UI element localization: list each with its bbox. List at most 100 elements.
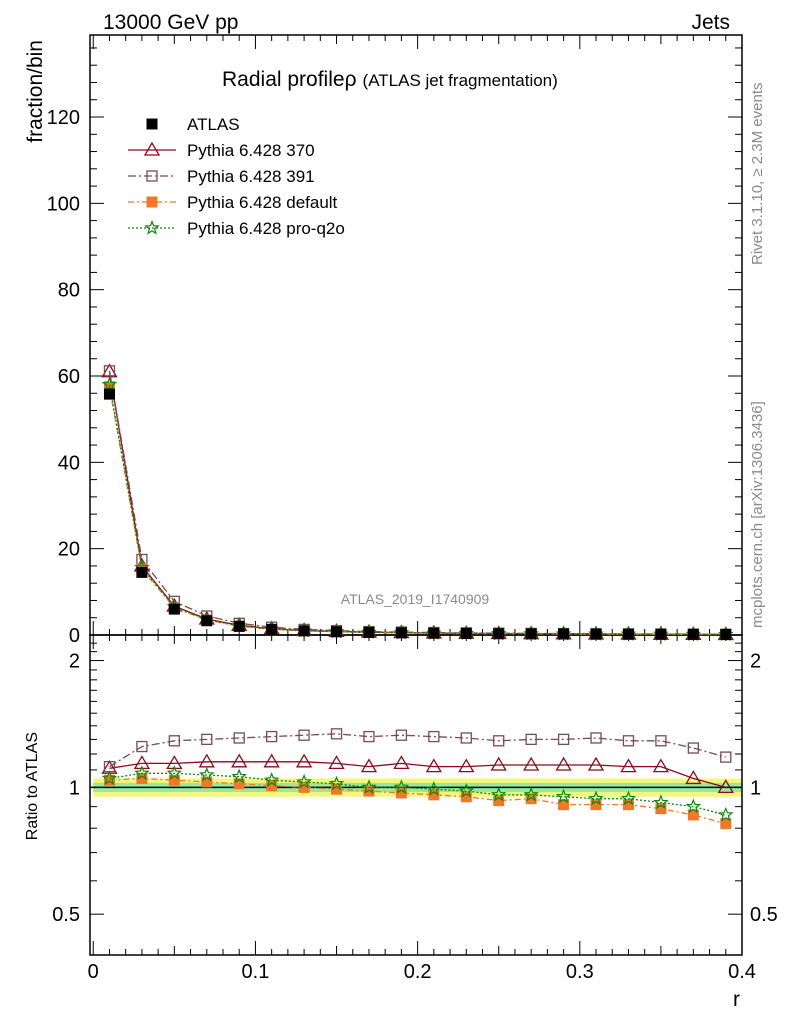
ratio-point xyxy=(360,758,378,773)
data-point xyxy=(622,628,634,640)
data-point xyxy=(136,566,148,578)
ratio-tick-label: 2 xyxy=(750,651,761,673)
ratio-point xyxy=(331,783,343,795)
ratio-point xyxy=(718,806,734,822)
legend: ATLAS Pythia 6.428 370 Pythia 6.428 391 Pyt… xyxy=(128,115,345,238)
legend-item: Pythia 6.428 370 xyxy=(128,141,315,160)
x-tick-label: 0.4 xyxy=(728,961,756,983)
ratio-point xyxy=(720,751,732,763)
y-tick-label: 60 xyxy=(58,366,80,388)
ratio-point xyxy=(653,794,669,810)
ratio-line xyxy=(109,772,726,816)
y-tick-label: 0 xyxy=(69,625,80,647)
ratio-point xyxy=(555,788,572,804)
ratio-point xyxy=(458,782,475,798)
ratio-point xyxy=(525,793,537,805)
ratio-point xyxy=(460,732,472,744)
ratio-point xyxy=(652,758,670,773)
ratio-point xyxy=(493,735,505,747)
ratio-point xyxy=(428,730,440,743)
ratio-point xyxy=(490,756,507,771)
ratio-point xyxy=(295,753,313,768)
ratio-point xyxy=(425,758,442,773)
data-point xyxy=(298,625,310,637)
data-point xyxy=(558,628,570,640)
ratio-point xyxy=(298,781,310,793)
ratio-point xyxy=(588,790,604,806)
ratio-tick-label: 1 xyxy=(750,777,761,799)
ratio-point xyxy=(458,758,475,773)
legend-marker xyxy=(146,196,158,208)
ratio-point xyxy=(296,773,312,789)
ratio-point xyxy=(328,755,345,770)
ratio-point xyxy=(685,798,702,814)
ratio-point xyxy=(687,742,699,754)
ratio-point xyxy=(525,733,537,746)
data-point xyxy=(168,603,180,615)
data-point xyxy=(395,627,407,639)
ratio-point xyxy=(233,778,245,790)
ratio-point xyxy=(263,772,280,787)
ratio-point xyxy=(426,781,442,796)
legend-label: Pythia 6.428 pro-q2o xyxy=(187,219,345,238)
data-point xyxy=(103,388,115,400)
series-pythia-6-428-pro-q2o-ratio xyxy=(101,765,734,822)
x-tick-label: 0 xyxy=(88,961,99,983)
data-point xyxy=(428,627,440,639)
ratio-point xyxy=(620,790,637,806)
legend-label: Pythia 6.428 391 xyxy=(187,167,315,186)
ratio-point xyxy=(231,753,248,768)
data-point xyxy=(363,626,375,638)
data-point xyxy=(103,365,116,377)
x-tick-label: 0.3 xyxy=(566,961,594,983)
ratio-tick-label: 2 xyxy=(69,651,80,673)
rivet-version-label: Rivet 3.1.10, ≥ 2.3M events xyxy=(749,83,766,266)
x-axis-label: r xyxy=(733,988,740,1011)
legend-item: ATLAS xyxy=(146,115,240,134)
ratio-line xyxy=(109,761,726,789)
data-point xyxy=(720,628,732,640)
legend-marker xyxy=(146,118,158,130)
data-point xyxy=(233,620,245,632)
ratio-tick-label: 0.5 xyxy=(750,904,778,926)
data-point xyxy=(266,623,278,635)
ratio-point xyxy=(198,753,215,768)
y-tick-label: 40 xyxy=(58,452,80,474)
legend-label: Pythia 6.428 default xyxy=(187,193,338,212)
ratio-point xyxy=(622,735,635,747)
data-point xyxy=(493,628,505,640)
chart-title: Radial profileρ (ATLAS jet fragmentation) xyxy=(222,68,558,91)
y-tick-label: 120 xyxy=(47,107,80,129)
ratio-point xyxy=(655,803,667,815)
data-point xyxy=(525,628,537,640)
ratio-point xyxy=(393,755,410,770)
ratio-point xyxy=(395,729,408,741)
ratio-y-axis-label: Ratio to ATLAS xyxy=(24,732,41,840)
ratio-point xyxy=(134,765,150,780)
ratio-point xyxy=(298,729,310,741)
ratio-point xyxy=(393,779,410,794)
ratio-point xyxy=(493,795,505,807)
header-left: 13000 GeV pp xyxy=(103,11,238,34)
data-point xyxy=(590,628,602,640)
data-point xyxy=(687,628,699,640)
ratio-point xyxy=(166,765,183,780)
ratio-point xyxy=(363,785,375,797)
series-pythia-6-428-391-ratio xyxy=(103,728,732,773)
legend-label: Pythia 6.428 370 xyxy=(187,141,315,160)
ratio-tick-label: 0.5 xyxy=(52,904,80,926)
legend-item: Pythia 6.428 391 xyxy=(128,167,315,186)
ratio-point xyxy=(590,799,602,811)
ratio-point xyxy=(101,770,118,786)
legend-marker xyxy=(143,141,161,156)
ratio-point xyxy=(717,779,734,794)
ratio-point xyxy=(233,732,245,744)
legend-item: Pythia 6.428 default xyxy=(128,193,338,212)
y-tick-label: 20 xyxy=(58,539,80,561)
ratio-point xyxy=(523,786,539,802)
y-axis-label: fraction/bin xyxy=(24,40,47,143)
data-point xyxy=(101,376,118,392)
y-tick-label: 80 xyxy=(58,280,80,302)
series-pythia-6-428-370-ratio xyxy=(101,753,734,794)
